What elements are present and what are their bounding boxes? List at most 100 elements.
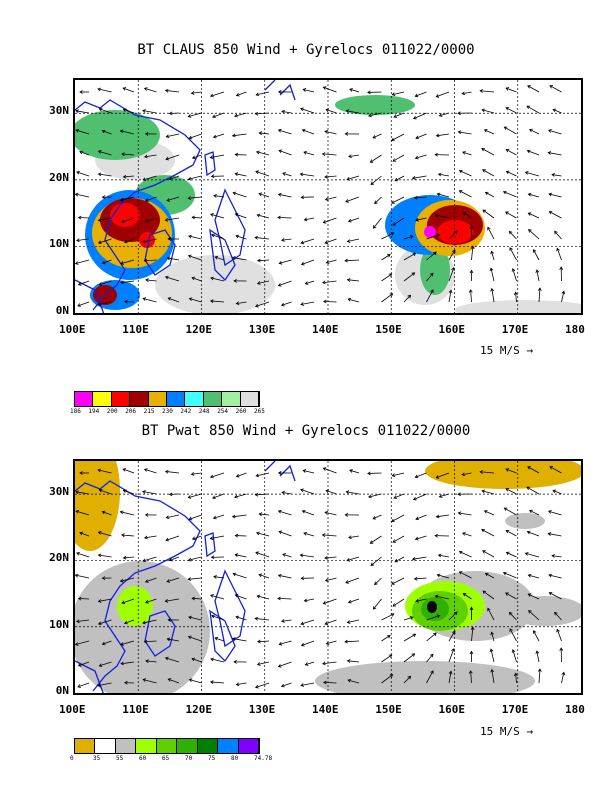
wind-arrow bbox=[324, 196, 337, 201]
wind-arrow bbox=[372, 133, 382, 139]
legend-label: 254 bbox=[217, 408, 229, 415]
wind-arrow bbox=[187, 635, 202, 642]
wind-arrow bbox=[300, 195, 315, 200]
wind-arrow bbox=[345, 490, 360, 495]
wind-arrow bbox=[119, 196, 135, 202]
wind-arrow bbox=[551, 554, 562, 558]
wind-arrow bbox=[532, 630, 540, 642]
wind-arrow bbox=[234, 493, 247, 499]
wind-arrow bbox=[323, 680, 337, 685]
wind-arrow bbox=[529, 509, 540, 516]
panel1-legend-bar bbox=[74, 391, 260, 407]
wind-arrow bbox=[370, 175, 382, 185]
wind-arrow bbox=[322, 598, 337, 605]
wind-arrow bbox=[503, 507, 517, 516]
wind-arrow bbox=[527, 573, 540, 579]
wind-arrow bbox=[122, 87, 135, 93]
wind-arrow bbox=[479, 89, 495, 93]
wind-arrow bbox=[559, 647, 564, 663]
wind-arrow bbox=[277, 90, 292, 94]
wind-arrow bbox=[511, 268, 517, 282]
wind-arrow bbox=[481, 489, 495, 495]
wind-arrow bbox=[537, 287, 542, 303]
wind-arrow bbox=[121, 152, 135, 157]
wind-arrow bbox=[255, 170, 270, 177]
legend-label: 215 bbox=[143, 408, 155, 415]
wind-arrow bbox=[191, 276, 202, 282]
wind-arrow bbox=[381, 232, 395, 240]
wind-arrow bbox=[77, 682, 90, 688]
wind-arrow bbox=[321, 152, 337, 156]
wind-arrow bbox=[191, 596, 202, 601]
wind-arrow bbox=[527, 466, 540, 474]
wind-arrow bbox=[233, 660, 247, 664]
wind-arrow bbox=[303, 150, 315, 156]
panel1-svg bbox=[75, 80, 581, 313]
legend-label: 0 bbox=[70, 755, 74, 762]
wind-arrow bbox=[462, 212, 472, 219]
wind-arrow bbox=[122, 555, 135, 560]
wind-arrow bbox=[526, 486, 540, 495]
wind-arrow bbox=[187, 493, 202, 499]
wind-arrow bbox=[470, 245, 475, 261]
wind-arrow bbox=[97, 172, 112, 177]
legend-swatch bbox=[136, 739, 157, 753]
wind-arrow bbox=[483, 510, 495, 516]
legend-swatch bbox=[177, 739, 198, 753]
x-tick-label: 150E bbox=[375, 323, 402, 336]
wind-arrow bbox=[212, 133, 225, 139]
legend-swatch bbox=[75, 392, 94, 406]
panel1-legend-labels: 186 194 200 206 215 230 242 248 254 260 265 bbox=[68, 408, 268, 416]
legend-label: 248 bbox=[198, 408, 210, 415]
wind-arrow bbox=[214, 636, 225, 642]
wind-arrow bbox=[513, 672, 518, 684]
wind-arrow bbox=[490, 631, 495, 642]
wind-arrow bbox=[561, 290, 566, 303]
wind-arrow bbox=[487, 226, 495, 240]
wind-arrow bbox=[505, 170, 517, 177]
wind-arrow bbox=[437, 553, 450, 558]
wind-arrow bbox=[121, 598, 135, 605]
wind-arrow bbox=[461, 472, 472, 477]
wind-arrow bbox=[448, 630, 456, 642]
wind-arrow bbox=[461, 91, 472, 96]
wind-arrow bbox=[505, 551, 517, 558]
wind-arrow bbox=[503, 126, 517, 135]
wind-arrow bbox=[527, 192, 540, 198]
wind-arrow bbox=[79, 471, 89, 475]
panel2-legend-bar bbox=[74, 738, 260, 754]
wind-arrow bbox=[164, 275, 180, 282]
wind-arrow bbox=[256, 661, 270, 666]
legend-swatch bbox=[218, 739, 239, 753]
wind-arrow bbox=[526, 530, 540, 537]
wind-arrow bbox=[143, 154, 157, 159]
wind-arrow bbox=[300, 488, 315, 495]
wind-arrow bbox=[122, 174, 135, 179]
wind-arrow bbox=[97, 217, 112, 222]
wind-arrow bbox=[97, 598, 112, 603]
wind-arrow bbox=[367, 471, 382, 476]
wind-arrow bbox=[299, 172, 315, 177]
wind-arrow bbox=[344, 132, 360, 136]
wind-arrow bbox=[457, 492, 472, 497]
wind-arrow bbox=[505, 87, 517, 93]
wind-arrow bbox=[77, 596, 90, 601]
wind-arrow bbox=[448, 249, 456, 261]
wind-arrow bbox=[346, 175, 360, 181]
wind-arrow bbox=[415, 598, 427, 603]
legend-swatch bbox=[111, 392, 131, 406]
wind-arrow bbox=[75, 490, 90, 495]
wind-arrow bbox=[482, 169, 495, 177]
wind-arrow bbox=[98, 280, 112, 286]
wind-arrow bbox=[143, 258, 157, 263]
wind-arrow bbox=[561, 671, 566, 684]
wind-arrow bbox=[101, 195, 112, 200]
wind-arrow bbox=[413, 195, 427, 200]
wind-arrow bbox=[166, 577, 180, 583]
wind-arrow bbox=[144, 512, 157, 517]
wind-arrow bbox=[535, 650, 540, 663]
wind-arrow bbox=[489, 648, 495, 663]
wind-arrow bbox=[75, 573, 90, 579]
wind-arrow bbox=[168, 492, 180, 497]
x-tick-label: 130E bbox=[248, 703, 276, 716]
